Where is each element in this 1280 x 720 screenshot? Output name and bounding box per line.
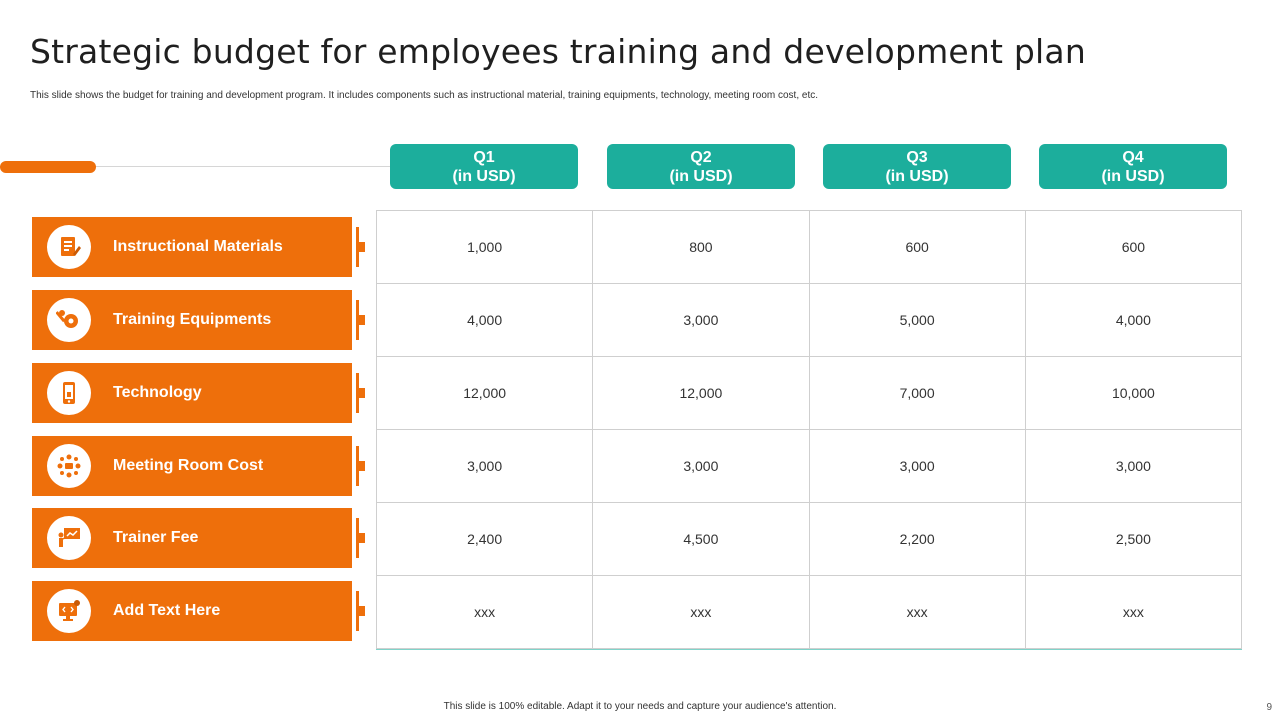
table-cell: 7,000: [808, 356, 1026, 430]
table-cell: 12,000: [592, 356, 810, 430]
table-cell: 600: [1024, 210, 1243, 284]
document-pencil-icon: [47, 225, 91, 269]
row-label-text: Training Equipments: [113, 311, 272, 328]
table-cell: 600: [808, 210, 1026, 284]
table-cell: xxx: [375, 575, 594, 649]
table-cell: 4,000: [1024, 283, 1243, 357]
table-cell: 4,500: [592, 502, 810, 576]
table-cell: 3,000: [375, 429, 594, 503]
budget-table: 1,000 800 600 600 4,000 3,000 5,000 4,00…: [375, 210, 1243, 650]
accent-pill: [0, 161, 96, 173]
row-label-text: Instructional Materials: [113, 238, 283, 255]
table-cell: 2,500: [1024, 502, 1243, 576]
row-connector: [352, 581, 366, 641]
row-connector: [352, 290, 366, 350]
tools-gear-icon: [47, 298, 91, 342]
table-cell: 4,000: [375, 283, 594, 357]
row-label-text: Meeting Room Cost: [113, 457, 264, 474]
table-cell: 800: [592, 210, 810, 284]
table-row: 3,000 3,000 3,000 3,000: [375, 429, 1243, 503]
table-cell: 10,000: [1024, 356, 1243, 430]
table-cell: 5,000: [808, 283, 1026, 357]
meeting-people-icon: [47, 444, 91, 488]
footer-note: This slide is 100% editable. Adapt it to…: [443, 701, 837, 712]
table-cell: xxx: [1024, 575, 1243, 649]
row-label-add-text: Add Text Here: [32, 581, 352, 641]
quarter-header-q4: Q4 (in USD): [1039, 144, 1227, 189]
quarter-header-q3: Q3 (in USD): [823, 144, 1011, 189]
row-label-technology: Technology: [32, 363, 352, 423]
quarter-header-q1: Q1 (in USD): [390, 144, 578, 189]
row-label-text: Technology: [113, 384, 202, 401]
quarter-label: Q3: [906, 148, 928, 166]
row-label-meeting-room-cost: Meeting Room Cost: [32, 436, 352, 496]
quarter-label: Q2: [690, 148, 712, 166]
table-cell: 1,000: [375, 210, 594, 284]
code-monitor-icon: [47, 589, 91, 633]
row-label-text: Trainer Fee: [113, 529, 199, 546]
table-row: 1,000 800 600 600: [375, 210, 1243, 284]
row-label-trainer-fee: Trainer Fee: [32, 508, 352, 568]
row-label-training-equipments: Training Equipments: [32, 290, 352, 350]
table-cell: 12,000: [375, 356, 594, 430]
table-row: 12,000 12,000 7,000 10,000: [375, 356, 1243, 430]
accent-divider: [96, 166, 392, 167]
page-number: 9: [1266, 702, 1272, 713]
row-connector: [352, 363, 366, 423]
mobile-phone-icon: [47, 371, 91, 415]
table-cell: 3,000: [808, 429, 1026, 503]
table-cell: xxx: [592, 575, 810, 649]
table-row: xxx xxx xxx xxx: [375, 575, 1243, 649]
quarter-unit: (in USD): [885, 167, 949, 185]
page-title: Strategic budget for employees training …: [30, 32, 1086, 71]
table-cell: 2,400: [375, 502, 594, 576]
row-label-text: Add Text Here: [113, 602, 221, 619]
row-connector: [352, 217, 366, 277]
table-cell: 3,000: [592, 283, 810, 357]
page-subtitle: This slide shows the budget for training…: [30, 90, 819, 101]
table-cell: xxx: [808, 575, 1026, 649]
quarter-unit: (in USD): [1101, 167, 1165, 185]
table-cell: 2,200: [808, 502, 1026, 576]
row-label-instructional-materials: Instructional Materials: [32, 217, 352, 277]
table-cell: 3,000: [1024, 429, 1243, 503]
table-row: 2,400 4,500 2,200 2,500: [375, 502, 1243, 576]
row-connector: [352, 436, 366, 496]
quarter-unit: (in USD): [669, 167, 733, 185]
quarter-unit: (in USD): [452, 167, 516, 185]
table-cell: 3,000: [592, 429, 810, 503]
row-connector: [352, 508, 366, 568]
quarter-label: Q4: [1122, 148, 1144, 166]
quarter-label: Q1: [473, 148, 495, 166]
quarter-header-q2: Q2 (in USD): [607, 144, 795, 189]
table-row: 4,000 3,000 5,000 4,000: [375, 283, 1243, 357]
presenter-board-icon: [47, 516, 91, 560]
